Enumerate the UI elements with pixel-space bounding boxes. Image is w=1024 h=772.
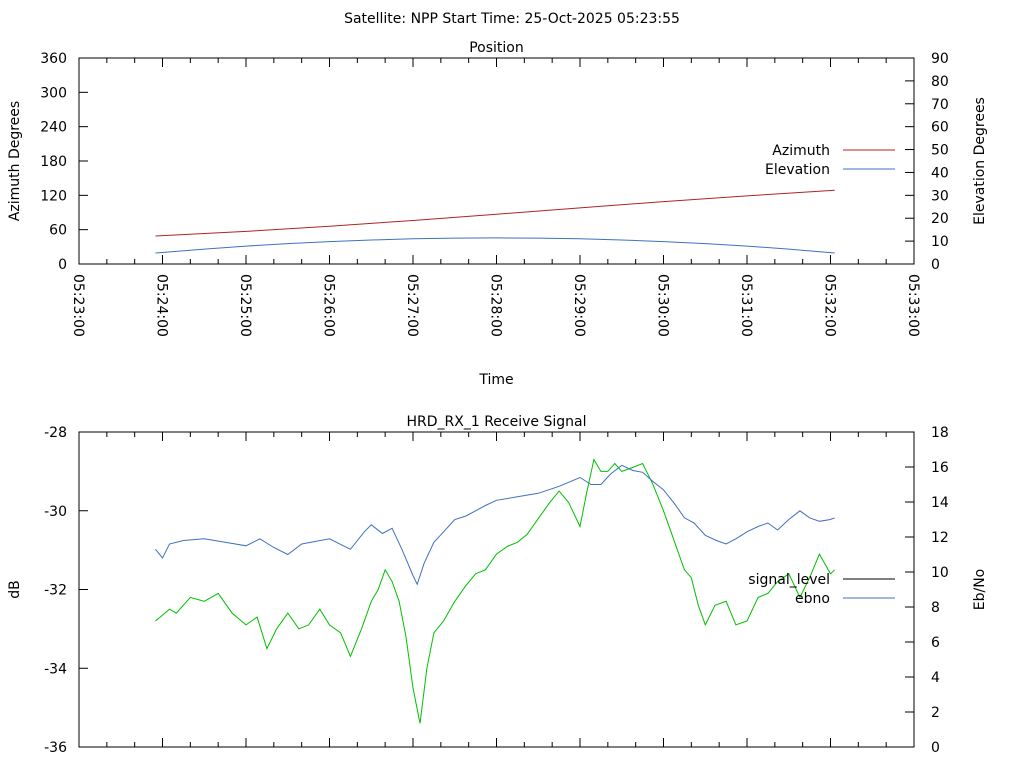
- y2-axis-label: Eb/No: [972, 569, 988, 611]
- y2-tick-label: 14: [931, 495, 949, 511]
- y-tick-label: 60: [49, 223, 67, 239]
- y-tick-label: 300: [40, 85, 67, 101]
- y2-tick-label: 90: [931, 51, 949, 67]
- legend-label: signal_level: [748, 572, 830, 588]
- y2-tick-label: 40: [931, 165, 949, 181]
- y2-tick-label: 60: [931, 120, 949, 136]
- y-axis-label: Azimuth Degrees: [7, 101, 23, 221]
- y2-tick-label: 10: [931, 234, 949, 250]
- y-tick-label: 360: [40, 51, 67, 67]
- x-tick-label: 05:33:00: [905, 274, 921, 337]
- x-tick-label: 05:28:00: [488, 274, 504, 337]
- y2-tick-label: 70: [931, 97, 949, 113]
- y-tick-label: 0: [58, 257, 67, 273]
- x-tick-label: 05:30:00: [655, 274, 671, 337]
- y2-tick-label: 50: [931, 143, 949, 159]
- y2-tick-label: 12: [931, 530, 949, 546]
- y-tick-label: -32: [44, 583, 67, 599]
- y-tick-label: -34: [44, 661, 67, 677]
- y2-axis-label: Elevation Degrees: [972, 97, 988, 225]
- x-tick-label: 05:24:00: [154, 274, 170, 337]
- y-axis-label: dB: [7, 580, 23, 599]
- legend-label: Azimuth: [772, 143, 830, 159]
- y-tick-label: -28: [44, 425, 67, 441]
- y2-tick-label: 80: [931, 74, 949, 90]
- x-tick-label: 05:25:00: [237, 274, 253, 337]
- y2-tick-label: 18: [931, 425, 949, 441]
- series-line-signal-level: [155, 458, 836, 724]
- y2-tick-label: 0: [931, 257, 940, 273]
- x-tick-label: 05:32:00: [822, 274, 838, 337]
- y-tick-label: 240: [40, 120, 67, 136]
- plot-frame: [78, 431, 915, 748]
- series-line-elevation: [155, 237, 835, 254]
- legend-label: Elevation: [765, 162, 830, 178]
- y2-tick-label: 16: [931, 460, 949, 476]
- y2-tick-label: 2: [931, 705, 940, 721]
- y2-tick-label: 10: [931, 565, 949, 581]
- y-tick-label: -30: [44, 504, 67, 520]
- y-tick-label: 120: [40, 188, 67, 204]
- y2-tick-label: 20: [931, 211, 949, 227]
- plot-title: HRD_RX_1 Receive Signal: [407, 414, 587, 430]
- x-tick-label: 05:27:00: [404, 274, 420, 337]
- y2-tick-label: 6: [931, 635, 940, 651]
- plot-title: Position: [469, 40, 524, 56]
- figure-title: Satellite: NPP Start Time: 25-Oct-2025 0…: [344, 11, 680, 27]
- series-line-azimuth: [155, 189, 835, 237]
- x-axis-label: Time: [478, 372, 513, 388]
- x-tick-label: 05:23:00: [70, 274, 86, 337]
- y2-tick-label: 30: [931, 188, 949, 204]
- x-tick-label: 05:26:00: [321, 274, 337, 337]
- x-tick-label: 05:29:00: [571, 274, 587, 337]
- legend-label: ebno: [795, 591, 830, 607]
- y2-tick-label: 4: [931, 670, 940, 686]
- y2-tick-label: 8: [931, 600, 940, 616]
- x-tick-label: 05:31:00: [738, 274, 754, 337]
- y-tick-label: -36: [44, 740, 67, 756]
- y-tick-label: 180: [40, 154, 67, 170]
- series-line-ebno: [155, 464, 835, 586]
- y2-tick-label: 0: [931, 740, 940, 756]
